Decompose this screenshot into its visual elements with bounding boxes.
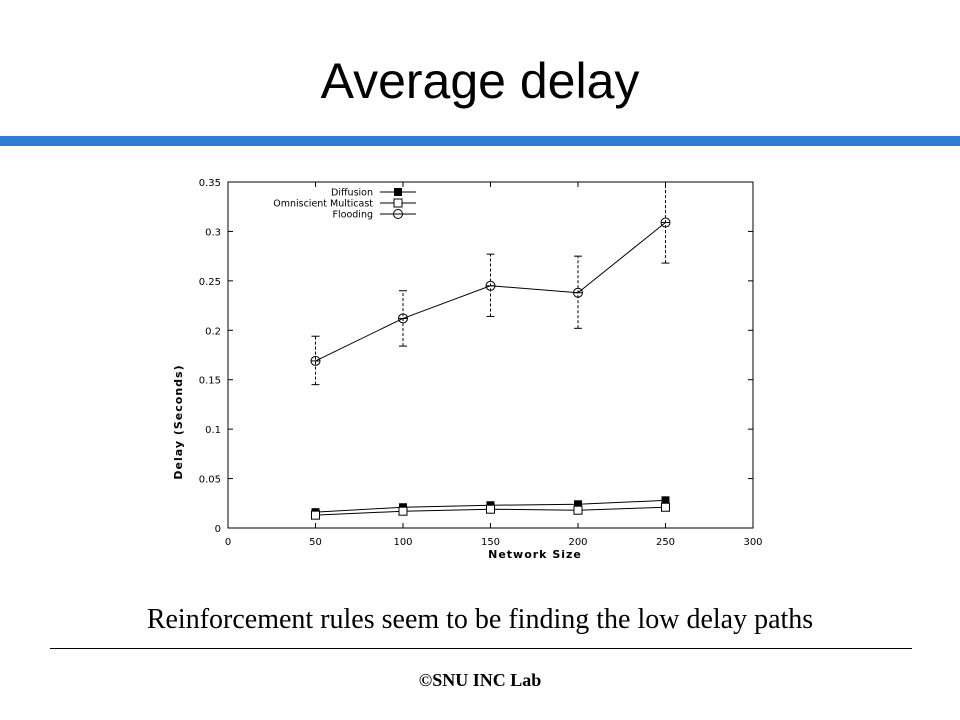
legend-label: Diffusion xyxy=(331,188,373,199)
x-tick-label: 200 xyxy=(568,537,587,548)
data-point xyxy=(485,280,496,291)
data-point xyxy=(660,217,671,228)
y-tick-label: 0.15 xyxy=(199,376,221,387)
data-point xyxy=(398,313,408,324)
series-flooding xyxy=(310,181,671,386)
chart-series xyxy=(310,181,671,520)
y-tick-label: 0 xyxy=(215,524,221,535)
series-omniscient-multicast xyxy=(311,502,670,520)
legend-label: Omniscient Multicast xyxy=(273,199,373,210)
data-point xyxy=(661,496,670,505)
footer-divider xyxy=(50,648,912,649)
x-tick-label: 50 xyxy=(309,537,322,548)
plot-frame xyxy=(227,181,754,529)
y-axis-label: Delay (Seconds) xyxy=(172,364,185,479)
x-tick-label: 250 xyxy=(656,537,675,548)
legend-marker xyxy=(394,188,402,196)
data-point xyxy=(486,504,495,514)
footer-credit: ©SNU INC Lab xyxy=(418,670,542,690)
x-axis-label: Network Size xyxy=(488,548,582,561)
chart-ticks: 0 50 100 150 200 250 300 0 0.05 0.1 0.15 0.2 0.25 0.3… xyxy=(199,178,763,548)
chart-axes xyxy=(227,181,754,529)
y-tick-label: 0.1 xyxy=(205,425,221,436)
delay-chart: 0 50 100 150 200 250 300 0 0.05 0.1 0.15 0.2 0.25 0.3… xyxy=(172,178,763,561)
slide-title: Average delay xyxy=(320,53,640,109)
x-tick-label: 0 xyxy=(225,537,231,548)
data-point xyxy=(573,287,583,298)
x-tick-label: 100 xyxy=(393,537,412,548)
data-point xyxy=(573,505,583,515)
data-point xyxy=(574,500,582,509)
legend-marker xyxy=(393,198,403,208)
y-tick-label: 0.2 xyxy=(205,326,221,337)
y-tick-label: 0.05 xyxy=(199,475,221,486)
title-divider xyxy=(0,126,960,146)
y-tick-label: 0.35 xyxy=(199,178,221,189)
legend-marker xyxy=(393,209,403,219)
x-tick-label: 150 xyxy=(481,537,500,548)
series-line xyxy=(315,222,666,362)
data-point xyxy=(661,502,670,512)
data-point xyxy=(311,510,320,520)
data-point xyxy=(398,506,408,516)
data-point xyxy=(310,355,321,366)
x-tick-label: 300 xyxy=(743,537,762,548)
legend-label: Flooding xyxy=(333,210,373,221)
slide-caption: Reinforcement rules seem to be finding t… xyxy=(146,604,814,635)
y-tick-label: 0.25 xyxy=(199,277,221,288)
y-tick-label: 0.3 xyxy=(205,227,221,238)
